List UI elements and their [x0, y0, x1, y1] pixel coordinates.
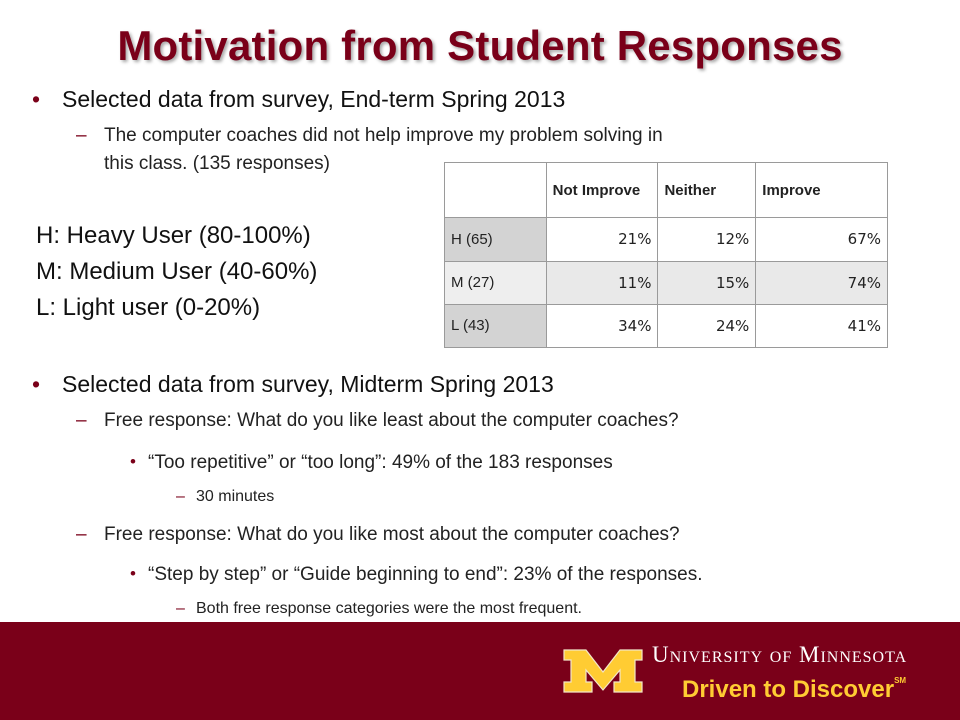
row-label-light: L (43)	[444, 303, 547, 349]
table-row: L (43) 34% 24% 41%	[444, 303, 888, 349]
cell-value: 34%	[545, 303, 659, 349]
most-question: Free response: What do you like most abo…	[104, 524, 680, 545]
legend-light: L: Light user (0-20%)	[36, 294, 261, 321]
cell-value: 12%	[657, 217, 757, 262]
service-mark: SM	[894, 676, 907, 685]
statement-line-1: The computer coaches did not help improv…	[104, 125, 663, 146]
header-improve: Improve	[755, 161, 888, 219]
least-answer: “Too repetitive” or “too long”: 49% of t…	[148, 452, 613, 473]
table-row: M (27) 11% 15% 74%	[444, 260, 888, 305]
university-wordmark: University of Minnesota	[652, 642, 908, 667]
row-label-heavy: H (65)	[444, 217, 547, 262]
footer-band	[0, 622, 960, 720]
slide-title: Motivation from Student Responses	[117, 22, 843, 69]
most-detail: Both free response categories were the m…	[196, 600, 582, 617]
dash-marker: –	[76, 524, 87, 545]
bullet-marker: •	[130, 452, 136, 471]
section2-heading: Selected data from survey, Midterm Sprin…	[62, 371, 554, 397]
least-question: Free response: What do you like least ab…	[104, 410, 679, 431]
table-header-row: Not Improve Neither Improve	[444, 161, 888, 219]
row-label-medium: M (27)	[444, 260, 547, 305]
dash-marker: –	[176, 488, 185, 505]
header-not-improve: Not Improve	[545, 161, 659, 219]
dash-marker: –	[76, 410, 87, 431]
cell-value: 67%	[755, 217, 888, 262]
most-answer: “Step by step” or “Guide beginning to en…	[148, 564, 703, 585]
cell-value: 24%	[657, 303, 757, 349]
header-cell-empty	[444, 161, 547, 219]
cell-value: 74%	[755, 260, 888, 305]
bullet-marker: •	[32, 86, 41, 112]
cell-value: 21%	[545, 217, 659, 262]
tagline-text: Driven to Discover	[682, 676, 895, 703]
tagline: Driven to DiscoverSM	[682, 676, 906, 704]
bullet-marker: •	[130, 564, 136, 583]
statement-line-2: this class. (135 responses)	[104, 153, 330, 174]
legend-medium: M: Medium User (40-60%)	[36, 258, 318, 285]
table-row: H (65) 21% 12% 67%	[444, 217, 888, 262]
bullet-marker: •	[32, 371, 41, 397]
section1-heading: Selected data from survey, End-term Spri…	[62, 86, 566, 112]
dash-marker: –	[176, 600, 185, 617]
cell-value: 11%	[545, 260, 659, 305]
least-detail: 30 minutes	[196, 488, 275, 505]
block-m-logo-icon	[563, 649, 643, 693]
dash-marker: –	[76, 125, 87, 146]
legend-heavy: H: Heavy User (80-100%)	[36, 222, 311, 249]
header-neither: Neither	[657, 161, 757, 219]
cell-value: 15%	[657, 260, 757, 305]
cell-value: 41%	[755, 303, 888, 349]
survey-results-table: Not Improve Neither Improve H (65) 21% 1…	[444, 161, 888, 349]
user-legend: H: Heavy User (80-100%) M: Medium User (…	[36, 218, 317, 326]
